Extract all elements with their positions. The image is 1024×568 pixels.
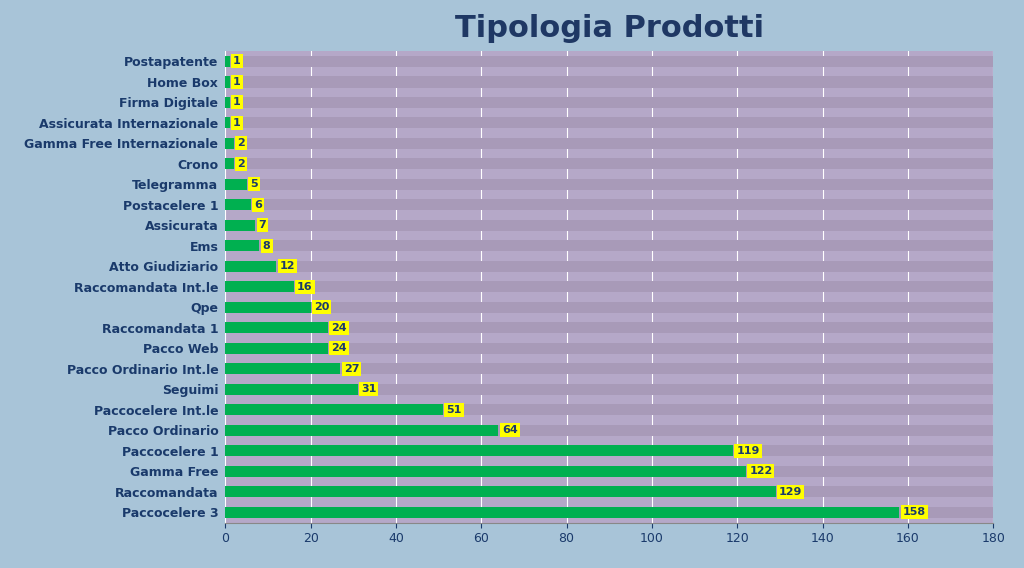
Bar (225, 56, 229, 67)
Text: 51: 51 (446, 405, 462, 415)
Bar (225, 281, 993, 293)
Bar (225, 322, 328, 333)
Bar (225, 507, 899, 518)
Text: 24: 24 (331, 343, 347, 353)
Bar (225, 486, 776, 498)
Text: 64: 64 (502, 425, 517, 435)
Bar (225, 56, 993, 67)
Title: Tipologia Prodotti: Tipologia Prodotti (455, 14, 764, 43)
Text: 7: 7 (258, 220, 266, 231)
Bar (225, 137, 233, 149)
Bar (225, 302, 310, 313)
Text: 1: 1 (233, 97, 241, 107)
Bar (225, 384, 357, 395)
Bar (225, 466, 745, 477)
Text: 31: 31 (361, 385, 377, 394)
Bar (225, 158, 233, 169)
Bar (225, 261, 276, 272)
Text: 1: 1 (233, 56, 241, 66)
Bar (225, 445, 993, 457)
Bar (225, 220, 255, 231)
Bar (225, 117, 229, 128)
Bar (225, 384, 993, 395)
Text: 2: 2 (238, 139, 245, 148)
Bar (225, 404, 442, 415)
Bar (225, 302, 993, 313)
Bar (225, 343, 993, 354)
Bar (225, 404, 993, 415)
Text: 12: 12 (280, 261, 295, 272)
Bar (225, 261, 993, 272)
Text: 1: 1 (233, 118, 241, 128)
Text: 24: 24 (331, 323, 347, 333)
Bar (225, 507, 993, 518)
Bar (225, 363, 340, 374)
Bar (225, 466, 993, 477)
Text: 2: 2 (238, 159, 245, 169)
Bar (225, 343, 328, 354)
Bar (225, 158, 993, 169)
Bar (225, 97, 993, 108)
Text: 8: 8 (263, 241, 270, 251)
Text: 6: 6 (254, 200, 262, 210)
Bar (225, 220, 993, 231)
Bar (225, 425, 993, 436)
Bar (225, 486, 993, 498)
Bar (225, 240, 259, 252)
Bar (225, 76, 993, 87)
Text: 5: 5 (250, 179, 258, 189)
Text: 122: 122 (750, 466, 772, 477)
Text: 158: 158 (903, 507, 926, 517)
Bar (225, 445, 733, 457)
Bar (225, 117, 993, 128)
Bar (225, 240, 993, 252)
Bar (225, 199, 993, 211)
Bar (225, 363, 993, 374)
Bar (225, 425, 499, 436)
Bar (225, 137, 993, 149)
Bar (225, 179, 993, 190)
Bar (225, 179, 247, 190)
Text: 20: 20 (314, 302, 330, 312)
Text: 16: 16 (297, 282, 312, 292)
Bar (225, 76, 229, 87)
Bar (225, 322, 993, 333)
Bar (225, 281, 294, 293)
Text: 1: 1 (233, 77, 241, 87)
Bar (225, 199, 251, 211)
Bar (225, 97, 229, 108)
Text: 129: 129 (779, 487, 803, 497)
Text: 27: 27 (344, 364, 359, 374)
Text: 119: 119 (736, 446, 760, 456)
